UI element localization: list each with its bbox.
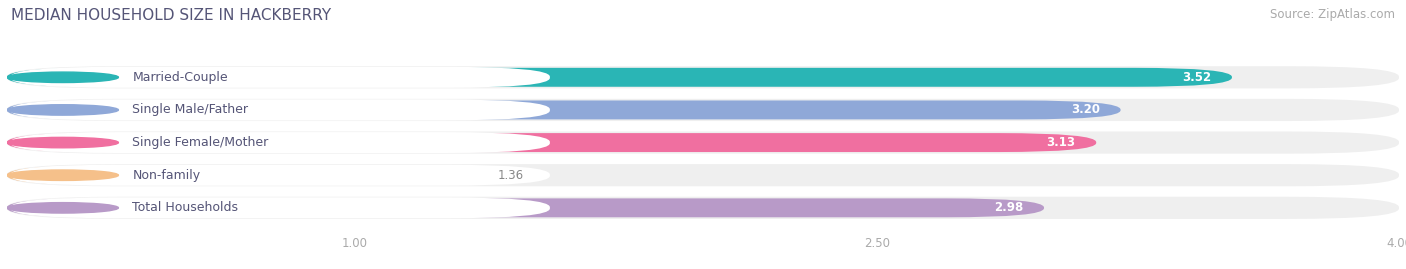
Text: Non-family: Non-family <box>132 169 201 182</box>
Text: 3.20: 3.20 <box>1071 104 1099 116</box>
Text: 3.13: 3.13 <box>1046 136 1076 149</box>
FancyBboxPatch shape <box>7 99 1399 121</box>
FancyBboxPatch shape <box>7 133 1097 152</box>
FancyBboxPatch shape <box>7 166 481 185</box>
Text: 3.52: 3.52 <box>1182 71 1211 84</box>
Circle shape <box>7 137 118 148</box>
FancyBboxPatch shape <box>7 197 1399 219</box>
Text: Source: ZipAtlas.com: Source: ZipAtlas.com <box>1270 8 1395 21</box>
Circle shape <box>7 72 118 83</box>
Text: Single Male/Father: Single Male/Father <box>132 104 249 116</box>
FancyBboxPatch shape <box>7 68 1232 87</box>
Circle shape <box>7 203 118 213</box>
FancyBboxPatch shape <box>10 165 550 186</box>
Text: Single Female/Mother: Single Female/Mother <box>132 136 269 149</box>
Text: Married-Couple: Married-Couple <box>132 71 228 84</box>
FancyBboxPatch shape <box>7 132 1399 154</box>
Text: Total Households: Total Households <box>132 201 238 214</box>
Text: MEDIAN HOUSEHOLD SIZE IN HACKBERRY: MEDIAN HOUSEHOLD SIZE IN HACKBERRY <box>11 8 332 23</box>
FancyBboxPatch shape <box>10 132 550 153</box>
FancyBboxPatch shape <box>10 100 550 120</box>
FancyBboxPatch shape <box>7 198 1045 217</box>
Text: 1.36: 1.36 <box>498 169 524 182</box>
FancyBboxPatch shape <box>7 164 1399 186</box>
Text: 2.98: 2.98 <box>994 201 1024 214</box>
FancyBboxPatch shape <box>7 100 1121 119</box>
FancyBboxPatch shape <box>10 197 550 218</box>
Circle shape <box>7 170 118 180</box>
Circle shape <box>7 105 118 115</box>
FancyBboxPatch shape <box>7 66 1399 89</box>
FancyBboxPatch shape <box>10 67 550 88</box>
